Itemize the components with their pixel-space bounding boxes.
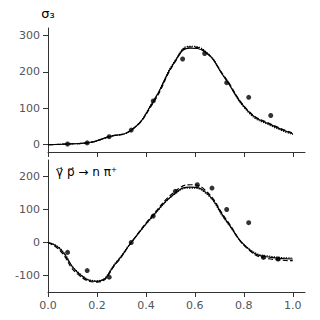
- svg-text:0: 0: [33, 138, 40, 151]
- svg-text:0.0: 0.0: [39, 299, 57, 312]
- svg-text:100: 100: [19, 203, 40, 216]
- svg-text:0.8: 0.8: [235, 299, 253, 312]
- svg-text:200: 200: [19, 170, 40, 183]
- svg-text:0.6: 0.6: [186, 299, 204, 312]
- svg-text:0.4: 0.4: [137, 299, 155, 312]
- svg-text:0.2: 0.2: [88, 299, 106, 312]
- svg-text:-100: -100: [15, 269, 40, 282]
- svg-text:0: 0: [33, 236, 40, 249]
- svg-text:100: 100: [19, 102, 40, 115]
- svg-text:γ⃗ p⃗ → n π⁺: γ⃗ p⃗ → n π⁺: [56, 165, 117, 179]
- svg-text:1.0: 1.0: [284, 299, 302, 312]
- svg-text:σ₃: σ₃: [41, 6, 54, 21]
- svg-text:200: 200: [19, 65, 40, 78]
- svg-text:300: 300: [19, 29, 40, 42]
